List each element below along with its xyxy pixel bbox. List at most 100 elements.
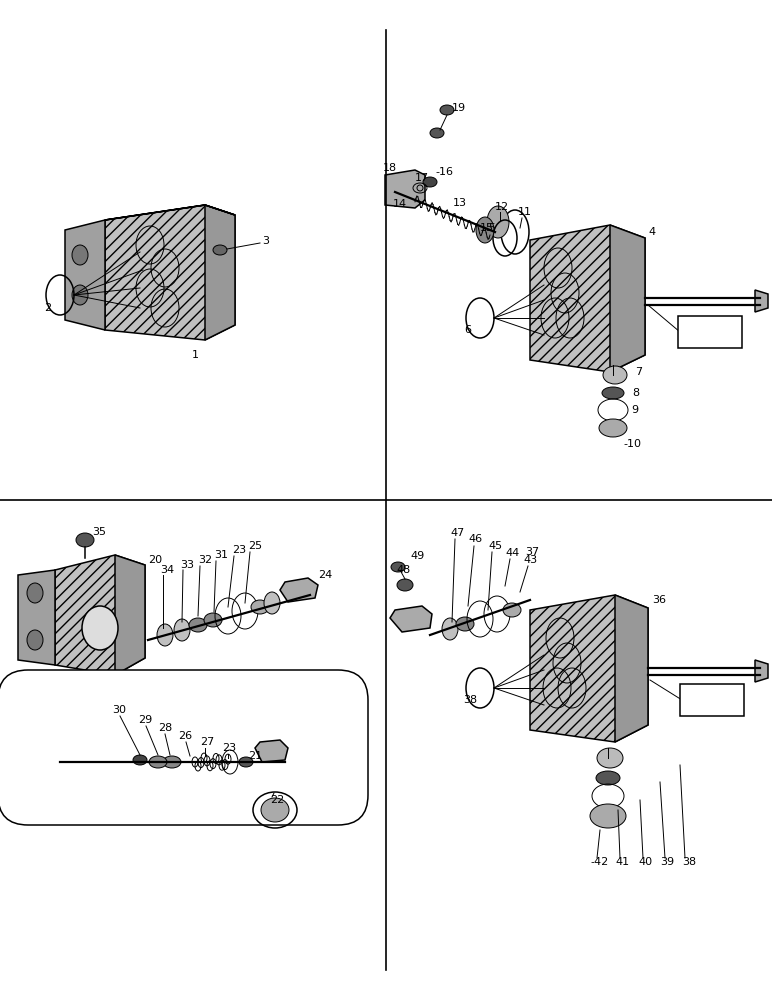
Text: 7: 7 bbox=[635, 367, 642, 377]
Ellipse shape bbox=[157, 624, 173, 646]
Ellipse shape bbox=[133, 755, 147, 765]
Polygon shape bbox=[205, 205, 235, 340]
Ellipse shape bbox=[251, 600, 269, 614]
Ellipse shape bbox=[163, 756, 181, 768]
Text: 5: 5 bbox=[488, 223, 495, 233]
Text: 19: 19 bbox=[452, 103, 466, 113]
Text: 41: 41 bbox=[615, 857, 629, 867]
Ellipse shape bbox=[391, 562, 405, 572]
Text: 26: 26 bbox=[178, 731, 192, 741]
Ellipse shape bbox=[599, 419, 627, 437]
Text: 45: 45 bbox=[488, 541, 502, 551]
Text: -16: -16 bbox=[435, 167, 453, 177]
Text: 40: 40 bbox=[638, 857, 652, 867]
Text: 25: 25 bbox=[248, 541, 262, 551]
Ellipse shape bbox=[597, 748, 623, 768]
Polygon shape bbox=[610, 225, 645, 372]
Text: 6: 6 bbox=[464, 325, 471, 335]
Polygon shape bbox=[615, 595, 648, 742]
Text: 11: 11 bbox=[518, 207, 532, 217]
Polygon shape bbox=[105, 205, 235, 340]
Ellipse shape bbox=[397, 579, 413, 591]
Ellipse shape bbox=[27, 630, 43, 650]
Text: 15: 15 bbox=[480, 223, 494, 233]
Text: 21: 21 bbox=[248, 751, 262, 761]
Ellipse shape bbox=[261, 798, 289, 822]
Text: 37: 37 bbox=[712, 694, 728, 706]
Text: 27: 27 bbox=[200, 737, 215, 747]
Text: 23: 23 bbox=[232, 545, 246, 555]
Ellipse shape bbox=[423, 177, 437, 187]
Text: 3: 3 bbox=[262, 236, 269, 246]
Text: 1: 1 bbox=[191, 350, 198, 360]
FancyBboxPatch shape bbox=[0, 670, 368, 825]
FancyBboxPatch shape bbox=[678, 316, 742, 348]
Polygon shape bbox=[390, 606, 432, 632]
Text: 30: 30 bbox=[112, 705, 126, 715]
FancyBboxPatch shape bbox=[680, 684, 744, 716]
Text: 39: 39 bbox=[660, 857, 674, 867]
Ellipse shape bbox=[487, 206, 509, 238]
Text: 36: 36 bbox=[652, 595, 666, 605]
Polygon shape bbox=[755, 660, 768, 682]
Polygon shape bbox=[105, 205, 235, 220]
Ellipse shape bbox=[239, 757, 253, 767]
Ellipse shape bbox=[602, 387, 624, 399]
Text: 9: 9 bbox=[631, 405, 638, 415]
Ellipse shape bbox=[430, 128, 444, 138]
Ellipse shape bbox=[82, 606, 118, 650]
Text: 17: 17 bbox=[415, 173, 429, 183]
Ellipse shape bbox=[503, 603, 521, 617]
Ellipse shape bbox=[213, 245, 227, 255]
Text: 14: 14 bbox=[393, 199, 407, 209]
Text: 47: 47 bbox=[450, 528, 464, 538]
Text: 44: 44 bbox=[505, 548, 520, 558]
Text: 13: 13 bbox=[453, 198, 467, 208]
Ellipse shape bbox=[264, 592, 280, 614]
Text: 33: 33 bbox=[180, 560, 194, 570]
Text: 43: 43 bbox=[523, 555, 537, 565]
Polygon shape bbox=[65, 220, 105, 330]
Text: 8: 8 bbox=[632, 388, 639, 398]
Text: 37: 37 bbox=[525, 547, 539, 557]
Polygon shape bbox=[280, 578, 318, 602]
Text: 20: 20 bbox=[148, 555, 162, 565]
Text: 35: 35 bbox=[92, 527, 106, 537]
Text: 32: 32 bbox=[198, 555, 212, 565]
Text: 46: 46 bbox=[468, 534, 482, 544]
Ellipse shape bbox=[476, 217, 494, 243]
Text: 24: 24 bbox=[318, 570, 332, 580]
Polygon shape bbox=[55, 555, 145, 675]
Polygon shape bbox=[530, 225, 645, 372]
Polygon shape bbox=[255, 740, 288, 762]
Text: 23: 23 bbox=[222, 743, 236, 753]
Ellipse shape bbox=[603, 366, 627, 384]
Polygon shape bbox=[530, 595, 648, 742]
Ellipse shape bbox=[189, 618, 207, 632]
Ellipse shape bbox=[442, 618, 458, 640]
Text: 29: 29 bbox=[138, 715, 152, 725]
Polygon shape bbox=[18, 570, 55, 665]
Ellipse shape bbox=[174, 619, 190, 641]
Ellipse shape bbox=[204, 613, 222, 627]
Text: 12: 12 bbox=[495, 202, 509, 212]
Ellipse shape bbox=[76, 533, 94, 547]
Ellipse shape bbox=[456, 617, 474, 631]
Text: 31: 31 bbox=[214, 550, 228, 560]
Polygon shape bbox=[115, 555, 145, 675]
Ellipse shape bbox=[596, 771, 620, 785]
Text: 38: 38 bbox=[463, 695, 477, 705]
Text: 28: 28 bbox=[158, 723, 172, 733]
Text: -42: -42 bbox=[590, 857, 608, 867]
Ellipse shape bbox=[149, 756, 167, 768]
Text: 22: 22 bbox=[270, 795, 284, 805]
Ellipse shape bbox=[72, 245, 88, 265]
Text: -10: -10 bbox=[623, 439, 641, 449]
Polygon shape bbox=[385, 170, 425, 208]
Text: 49: 49 bbox=[410, 551, 425, 561]
Text: 18: 18 bbox=[383, 163, 397, 173]
Ellipse shape bbox=[440, 105, 454, 115]
Polygon shape bbox=[755, 290, 768, 312]
Text: 2: 2 bbox=[44, 303, 51, 313]
Text: 4: 4 bbox=[648, 227, 655, 237]
